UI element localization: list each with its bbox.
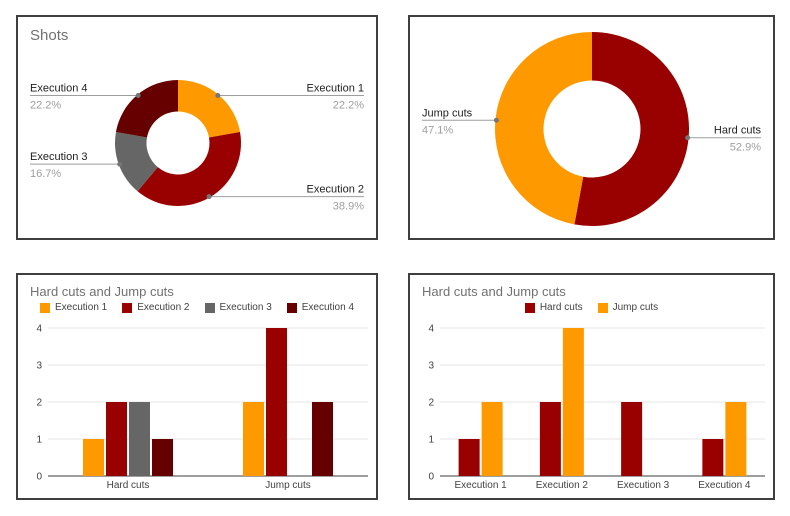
callout-dot <box>215 92 221 98</box>
donut-slice <box>495 32 592 225</box>
slice-label: Execution 3 <box>30 151 87 163</box>
chart-legend: Execution 1 Execution 2 Execution 3 Executi… <box>18 302 376 313</box>
y-tick-label: 1 <box>428 435 434 446</box>
chart-title: Hard cuts and Jump cuts <box>30 284 174 299</box>
x-category-label: Execution 2 <box>536 480 589 491</box>
donut-slice <box>115 80 178 138</box>
legend-item: Execution 4 <box>286 302 355 313</box>
y-tick-label: 4 <box>428 324 434 335</box>
slice-label: Jump cuts <box>422 107 473 119</box>
y-tick-label: 0 <box>36 472 42 483</box>
donut-slice <box>137 131 242 207</box>
slice-label: Execution 2 <box>307 184 364 196</box>
y-tick-label: 2 <box>428 398 434 409</box>
bar <box>106 402 127 476</box>
bar <box>702 439 724 476</box>
legend-label: Execution 2 <box>137 302 190 313</box>
legend-label: Execution 1 <box>54 302 108 313</box>
slice-percent: 38.9% <box>333 201 364 213</box>
bar <box>312 402 333 476</box>
slice-percent: 47.1% <box>422 124 453 136</box>
callout-dot <box>493 117 499 123</box>
chart-title: Hard cuts and Jump cuts <box>422 284 566 299</box>
bar <box>152 439 173 476</box>
y-tick-label: 4 <box>36 324 42 335</box>
y-tick-label: 3 <box>428 361 434 372</box>
bar <box>83 439 104 476</box>
legend-item: Execution 1 <box>39 302 108 313</box>
donut-slice <box>574 32 690 227</box>
bar <box>725 402 747 476</box>
slice-label: Hard cuts <box>714 125 762 137</box>
legend-swatch-icon <box>204 302 215 313</box>
x-category-label: Jump cuts <box>265 480 311 491</box>
bar <box>539 402 561 476</box>
legend-label: Execution 3 <box>219 302 272 313</box>
slice-label: Execution 1 <box>307 82 364 94</box>
bar-chart-graphic: 0 1 2 3 4 Execution 1 Execution 2 Execution 3 Ex… <box>428 324 765 491</box>
chart-shots-donut[interactable]: Shots Execution 1 22.2% Execution 2 38.9% Ex… <box>16 15 378 240</box>
callout-dot <box>206 194 212 200</box>
legend-label: Execution 4 <box>301 302 355 313</box>
slice-percent: 22.2% <box>30 99 61 111</box>
bar <box>621 402 643 476</box>
y-tick-label: 0 <box>428 472 434 483</box>
legend-item: Execution 2 <box>122 302 190 313</box>
x-category-label: Execution 1 <box>454 480 507 491</box>
slice-label: Execution 4 <box>30 82 87 94</box>
chart-cuts-donut[interactable]: Hard cuts 52.9% Jump cuts 47.1% <box>408 15 775 240</box>
chart-cuts-by-execution-bars[interactable]: Hard cuts and Jump cuts Execution 1 Execu… <box>16 273 378 500</box>
x-category-label: Hard cuts <box>107 480 150 491</box>
x-category-label: Execution 4 <box>698 480 751 491</box>
y-tick-label: 3 <box>36 361 42 372</box>
legend-swatch-icon <box>122 302 133 313</box>
bar <box>458 439 480 476</box>
donut-chart-graphic: Hard cuts 52.9% Jump cuts 47.1% <box>422 32 762 227</box>
callout-dot <box>135 92 141 98</box>
legend-swatch-icon <box>524 302 535 313</box>
y-tick-label: 2 <box>36 398 42 409</box>
legend-item: Hard cuts <box>524 302 583 313</box>
legend-swatch-icon <box>286 302 297 313</box>
bar <box>129 402 150 476</box>
bar <box>266 328 287 476</box>
donut-chart-graphic: Execution 1 22.2% Execution 2 38.9% Executio… <box>30 80 364 213</box>
bar <box>562 328 584 476</box>
legend-item: Jump cuts <box>597 302 659 313</box>
legend-swatch-icon <box>39 302 50 313</box>
bar <box>481 402 503 476</box>
bar-chart-graphic: 0 1 2 3 4 Hard cuts Jump cuts <box>36 324 368 491</box>
x-category-label: Execution 3 <box>617 480 670 491</box>
slice-percent: 22.2% <box>333 99 364 111</box>
chart-title: Shots <box>30 27 69 44</box>
donut-slice <box>178 80 241 138</box>
callout-dot <box>685 135 691 141</box>
legend-label: Hard cuts <box>539 302 583 313</box>
chart-executions-by-cut-bars[interactable]: Hard cuts and Jump cuts Hard cuts Jump cu… <box>408 273 775 500</box>
slice-percent: 16.7% <box>30 168 61 180</box>
legend-swatch-icon <box>597 302 608 313</box>
legend-label: Jump cuts <box>612 302 659 313</box>
slice-percent: 52.9% <box>730 142 761 154</box>
callout-dot <box>117 161 123 167</box>
bar <box>243 402 264 476</box>
y-tick-label: 1 <box>36 435 42 446</box>
donut-slice <box>115 131 158 192</box>
chart-legend: Hard cuts Jump cuts <box>410 302 773 313</box>
legend-item: Execution 3 <box>204 302 272 313</box>
